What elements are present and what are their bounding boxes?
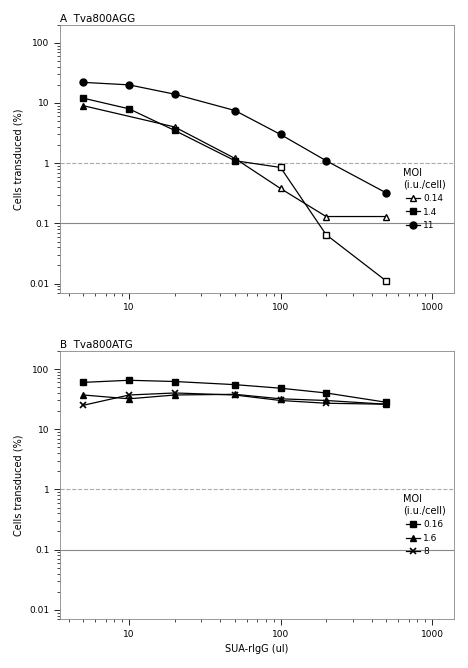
Legend: 0.14, 1.4, 11: 0.14, 1.4, 11 <box>400 164 450 234</box>
Text: A  Tva800AGG: A Tva800AGG <box>60 14 135 24</box>
Y-axis label: Cells transduced (%): Cells transduced (%) <box>14 108 24 210</box>
Legend: 0.16, 1.6, 8: 0.16, 1.6, 8 <box>400 490 450 560</box>
Y-axis label: Cells transduced (%): Cells transduced (%) <box>14 434 24 536</box>
X-axis label: SUA-rIgG (ul): SUA-rIgG (ul) <box>226 644 289 654</box>
Text: B  Tva800ATG: B Tva800ATG <box>60 340 133 350</box>
